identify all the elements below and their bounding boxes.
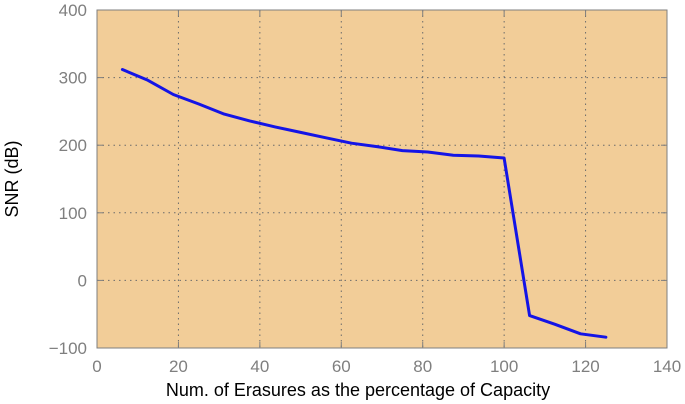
y-tick-label: −100: [49, 339, 87, 358]
x-tick-label: 60: [332, 357, 351, 376]
x-tick-label: 120: [571, 357, 599, 376]
series-group: [120, 68, 608, 339]
y-tick-label: 100: [59, 204, 87, 223]
y-tick-label: 0: [78, 271, 87, 290]
grid-lines: [97, 10, 667, 348]
x-tick-label: 20: [169, 357, 188, 376]
series-line-0: [120, 68, 608, 339]
x-axis-label: Num. of Erasures as the percentage of Ca…: [166, 380, 550, 400]
x-tick-label: 140: [653, 357, 681, 376]
y-tick-label: 400: [59, 1, 87, 20]
plot-area: [97, 10, 667, 348]
x-tick-label: 100: [490, 357, 518, 376]
plot-frame: [96, 9, 668, 349]
y-axis-label: SNR (dB): [2, 140, 22, 217]
y-tick-label: 300: [59, 69, 87, 88]
tick-labels: 0 20 40 60 80 100 120 140 −100 0 100 200 300 400: [49, 1, 681, 376]
x-tick-label: 80: [413, 357, 432, 376]
x-tick-label: 0: [92, 357, 101, 376]
axis-ticks: [96, 9, 668, 349]
y-tick-label: 200: [59, 136, 87, 155]
x-tick-label: 40: [250, 357, 269, 376]
